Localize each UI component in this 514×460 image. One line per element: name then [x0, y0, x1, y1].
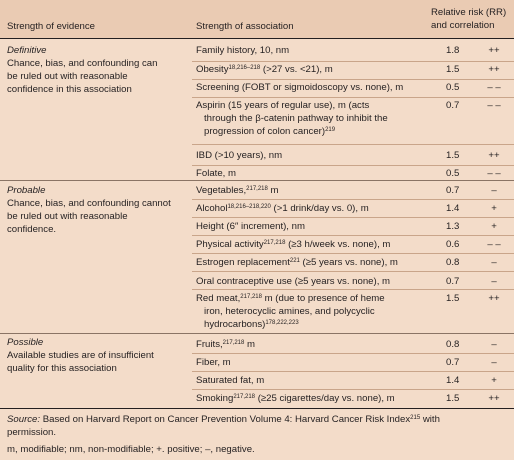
correlation-value: – — [491, 276, 497, 287]
rr-value: 1.3 — [446, 221, 460, 232]
association-cell: Physical activity217,218 (≥3 h/week vs. … — [196, 239, 391, 250]
correlation-value: – — [491, 185, 497, 196]
rr-value: 1.4 — [446, 203, 460, 214]
correlation-value: – — [491, 357, 497, 368]
association-cell: Smoking217,218 (≥25 cigarettes/day vs. n… — [196, 393, 395, 404]
association-cell: Saturated fat, m — [196, 375, 265, 386]
rr-value: 0.5 — [446, 168, 460, 179]
association-cell: Alcohol18,216–218,220 (>1 drink/day vs. … — [196, 203, 369, 214]
table-source-note: Source: Based on Harvard Report on Cance… — [7, 414, 440, 438]
row-divider — [192, 144, 514, 145]
row-divider — [192, 97, 514, 98]
row-divider — [192, 61, 514, 62]
correlation-value: – – — [487, 168, 501, 179]
association-cell: Oral contraceptive use (≥5 years vs. non… — [196, 276, 391, 287]
header-strength-of-evidence: Strength of evidence — [7, 21, 96, 32]
table-header: Strength of evidence Strength of associa… — [0, 0, 514, 38]
rr-value: 0.7 — [446, 185, 460, 196]
rr-value: 0.6 — [446, 239, 460, 250]
rr-value: 1.5 — [446, 293, 460, 304]
row-divider — [192, 371, 514, 372]
correlation-value: ++ — [488, 393, 500, 404]
footer-rule — [0, 408, 514, 409]
association-cell: Folate, m — [196, 168, 236, 179]
association-cell: Vegetables,217,218 m — [196, 185, 279, 196]
row-divider — [192, 271, 514, 272]
section-definitive-label: Definitive Chance, bias, and confounding… — [7, 45, 158, 95]
rr-value: 0.7 — [446, 100, 460, 111]
association-cell: Obesity18,216–218 (>27 vs. <21), m — [196, 64, 333, 75]
row-divider — [192, 79, 514, 80]
association-cell: Aspirin (15 years of regular use), m (ac… — [196, 100, 388, 137]
rr-value: 0.7 — [446, 357, 460, 368]
correlation-value: – — [491, 257, 497, 268]
association-cell: Estrogen replacement221 (≥5 years vs. no… — [196, 257, 398, 268]
row-divider — [192, 199, 514, 200]
correlation-value: ++ — [488, 64, 500, 75]
rr-value: 0.7 — [446, 276, 460, 287]
correlation-value: + — [491, 203, 497, 214]
association-cell: IBD (>10 years), nm — [196, 150, 283, 161]
rr-value: 1.5 — [446, 150, 460, 161]
row-divider — [192, 235, 514, 236]
section-probable-label: Probable Chance, bias, and confounding c… — [7, 185, 171, 235]
association-cell: Fiber, m — [196, 357, 231, 368]
rr-value: 1.5 — [446, 64, 460, 75]
rr-value: 0.8 — [446, 257, 460, 268]
header-relative-risk: Relative risk (RR) and correlation — [431, 7, 507, 31]
row-divider — [192, 389, 514, 390]
row-divider — [192, 217, 514, 218]
correlation-value: – – — [487, 82, 501, 93]
table-legend: m, modifiable; nm, non-modifiable; +. po… — [7, 444, 255, 455]
rr-value: 1.5 — [446, 393, 460, 404]
correlation-value: – – — [487, 239, 501, 250]
association-cell: Fruits,217,218 m — [196, 339, 256, 350]
correlation-value: – – — [487, 100, 501, 111]
correlation-value: + — [491, 221, 497, 232]
row-divider — [192, 253, 514, 254]
association-cell: Family history, 10, nm — [196, 45, 290, 56]
rr-value: 1.8 — [446, 45, 460, 56]
rr-value: 0.5 — [446, 82, 460, 93]
rr-value: 1.4 — [446, 375, 460, 386]
correlation-value: + — [491, 375, 497, 386]
association-cell: Screening (FOBT or sigmoidoscopy vs. non… — [196, 82, 404, 93]
header-strength-of-association: Strength of association — [196, 21, 294, 32]
correlation-value: – — [491, 339, 497, 350]
section-possible-label: Possible Available studies are of insuff… — [7, 337, 154, 374]
correlation-value: ++ — [488, 150, 500, 161]
row-divider — [192, 165, 514, 166]
correlation-value: ++ — [488, 45, 500, 56]
section-divider — [0, 333, 514, 334]
row-divider — [192, 289, 514, 290]
section-divider — [0, 180, 514, 181]
correlation-value: ++ — [488, 293, 500, 304]
association-cell: Height (6″ increment), nm — [196, 221, 305, 232]
row-divider — [192, 353, 514, 354]
rr-value: 0.8 — [446, 339, 460, 350]
association-cell: Red meat,217,218 m (due to presence of h… — [196, 293, 385, 330]
header-rule — [0, 38, 514, 39]
